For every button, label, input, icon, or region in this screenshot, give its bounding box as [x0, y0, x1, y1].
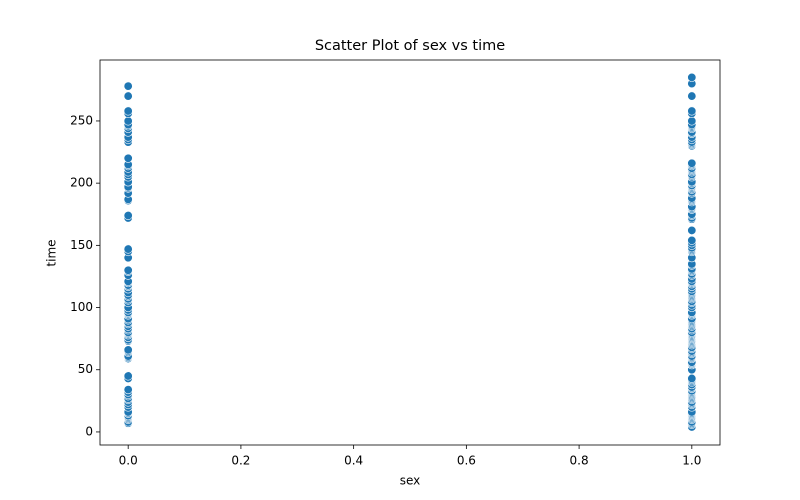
point [687, 91, 697, 101]
point [687, 373, 697, 383]
x-tick-label: 1.0 [682, 454, 701, 468]
y-axis-label: time [45, 239, 59, 266]
point [687, 106, 697, 116]
x-tick-label: 0.2 [231, 454, 250, 468]
point [123, 244, 133, 254]
y-tick-label: 0 [85, 424, 93, 438]
chart-title: Scatter Plot of sex vs time [315, 38, 505, 54]
point [123, 385, 133, 395]
x-tick-label: 0.0 [119, 454, 138, 468]
plot-frame [99, 59, 721, 446]
point [123, 153, 133, 163]
y-tick-label: 150 [70, 238, 93, 252]
x-tick-label: 0.6 [457, 454, 476, 468]
point [687, 72, 697, 82]
y-tick-label: 200 [70, 176, 93, 190]
y-tick-label: 250 [70, 113, 93, 127]
x-tick-label: 0.8 [570, 454, 589, 468]
point [123, 345, 133, 355]
x-tick-label: 0.4 [344, 454, 363, 468]
x-axis-label: sex [400, 474, 421, 488]
point [687, 116, 697, 126]
y-tick-label: 100 [70, 300, 93, 314]
point [123, 371, 133, 381]
point [687, 235, 697, 245]
point [123, 106, 133, 116]
point [123, 91, 133, 101]
point [123, 116, 133, 126]
point [687, 225, 697, 235]
point [123, 210, 133, 220]
y-tick-label: 50 [78, 362, 93, 376]
point [123, 81, 133, 91]
point [687, 158, 697, 168]
point [123, 265, 133, 275]
